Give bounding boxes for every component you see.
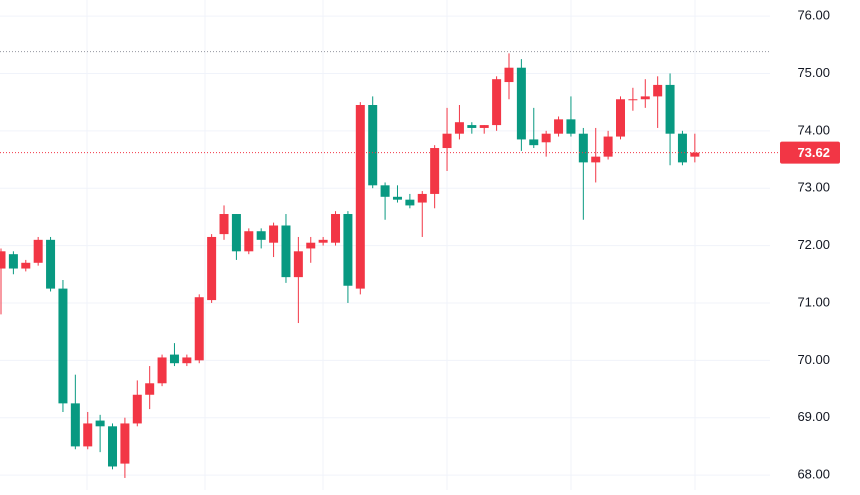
y-tick-label: 74.00: [797, 122, 830, 137]
candle-body: [318, 239, 328, 243]
candle-body: [380, 185, 390, 197]
candle-body: [281, 225, 291, 278]
candle-body: [628, 99, 638, 101]
candle-body: [58, 288, 68, 404]
candle-body: [467, 125, 477, 128]
candle-body: [665, 84, 675, 134]
candle-body: [392, 196, 402, 200]
candle-body: [690, 152, 700, 157]
candle-body: [306, 242, 316, 249]
candle-body: [219, 214, 229, 235]
candle-body: [516, 67, 526, 140]
candle-body: [355, 105, 365, 289]
y-tick-label: 75.00: [797, 65, 830, 80]
y-tick-label: 73.00: [797, 180, 830, 195]
candle-body: [145, 383, 155, 395]
candle-body: [0, 251, 6, 269]
y-tick-label: 76.00: [797, 8, 830, 23]
candle-body: [95, 420, 105, 427]
y-tick-label: 69.00: [797, 409, 830, 424]
candle-body: [207, 236, 217, 301]
candle-body: [591, 156, 601, 163]
candle-body: [244, 231, 254, 252]
candle-body: [442, 133, 452, 149]
candle-body: [83, 423, 93, 447]
y-tick-label: 71.00: [797, 294, 830, 309]
y-tick-label: 72.00: [797, 237, 830, 252]
candle-body: [677, 133, 687, 163]
candle-body: [231, 214, 241, 252]
candle-body: [554, 119, 564, 134]
last-price-box: [780, 141, 840, 164]
candle-body: [132, 394, 142, 424]
candle-body: [541, 133, 551, 143]
candle-body: [529, 139, 539, 146]
candle-body: [479, 125, 489, 128]
y-tick-label: 68.00: [797, 467, 830, 482]
y-tick-label: 70.00: [797, 352, 830, 367]
candle-body: [182, 357, 192, 364]
candle-body: [417, 193, 427, 203]
candle-body: [120, 423, 130, 464]
candle-body: [454, 122, 464, 134]
candle-body: [430, 148, 440, 194]
candle-body: [21, 262, 31, 269]
candle-body: [603, 136, 613, 157]
candle-body: [616, 99, 625, 137]
candle-body: [8, 254, 18, 269]
candle-body: [157, 357, 167, 384]
candle-body: [331, 214, 341, 243]
candle-body: [492, 79, 502, 126]
candle-body: [566, 119, 576, 134]
candle-body: [108, 426, 118, 467]
candle-body: [256, 231, 266, 240]
candle-body: [46, 239, 56, 289]
candle-body: [578, 133, 588, 163]
candle-body: [504, 67, 514, 83]
candle-body: [194, 297, 204, 361]
candle-body: [653, 84, 663, 97]
candle-body: [169, 354, 179, 364]
candle-body: [640, 96, 650, 100]
candle-body: [405, 199, 415, 206]
candle-body: [343, 214, 353, 286]
candle-body: [368, 105, 378, 186]
candle-body: [293, 251, 303, 278]
candle-body: [70, 403, 80, 447]
candle-body: [269, 225, 279, 243]
candle-body: [33, 239, 43, 263]
last-price-label: 73.62: [797, 145, 830, 160]
